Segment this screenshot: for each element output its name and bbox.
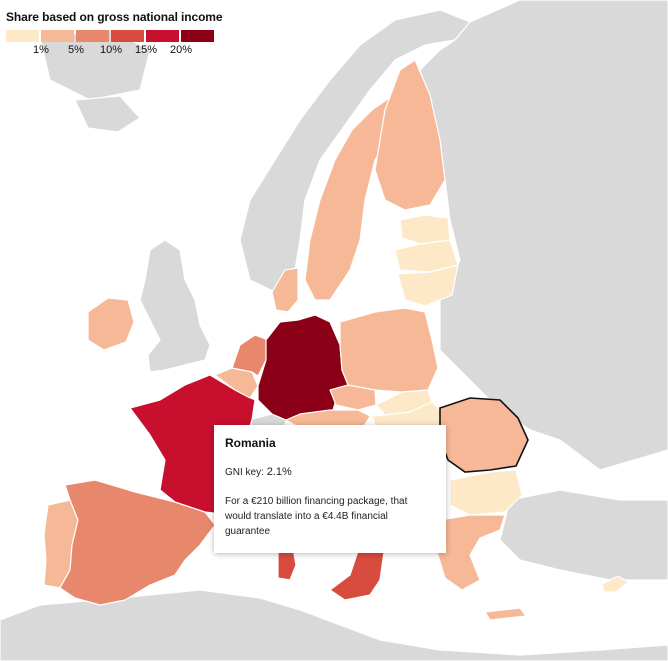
legend-tick-5: 5% [68,44,84,56]
tooltip-key-label: GNI key: [225,467,264,478]
country-tooltip: Romania GNI key: 2.1% For a €210 billion… [214,425,446,553]
legend-tick-15: 15% [134,44,158,56]
legend-swatches [6,30,236,42]
country-finland[interactable] [374,59,446,211]
north-africa-shape [0,589,668,661]
country-poland[interactable] [339,307,439,393]
country-lithuania[interactable] [397,264,459,307]
legend-title: Share based on gross national income [6,10,223,24]
tooltip-country-name: Romania [225,436,276,450]
legend-tick-1: 1% [33,44,49,56]
turkey-shape [499,489,668,581]
iceland-shape [39,29,151,101]
legend: Share based on gross national income 1% … [6,10,236,60]
country-greece-crete[interactable] [484,607,527,621]
tooltip-description: For a €210 billion financing package, th… [225,496,408,537]
country-ireland[interactable] [87,297,135,351]
legend-tick-10: 10% [99,44,123,56]
legend-swatch-5 [181,30,214,42]
legend-swatch-4 [146,30,179,42]
tooltip-gni-key: GNI key: 2.1% [225,466,434,478]
country-czechia[interactable] [329,384,377,411]
country-bulgaria[interactable] [449,469,523,516]
legend-ticks: 1% 5% 10% 15% 20% [6,44,236,60]
country-denmark[interactable] [271,267,299,313]
legend-swatch-0 [6,30,39,42]
uk-shape [139,239,211,373]
country-cyprus[interactable] [601,575,629,593]
tooltip-key-value: 2.1% [266,466,292,478]
country-estonia[interactable] [399,214,451,245]
russia-shape [419,0,668,471]
legend-swatch-2 [76,30,109,42]
country-germany[interactable] [257,314,349,425]
country-spain[interactable] [59,479,216,606]
legend-tick-20: 20% [169,44,193,56]
legend-swatch-1 [41,30,74,42]
legend-swatch-3 [111,30,144,42]
iceland-small-shape [74,95,141,133]
